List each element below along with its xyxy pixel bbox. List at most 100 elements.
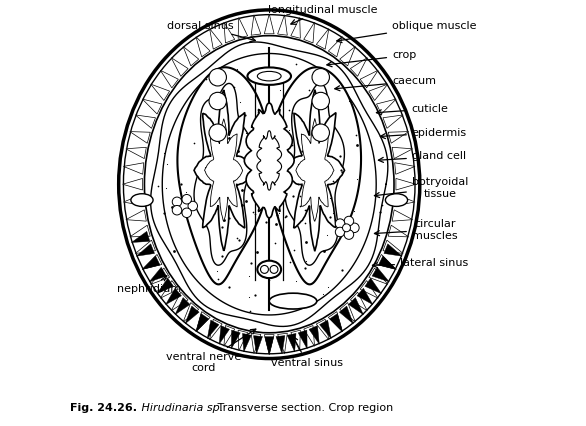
Polygon shape [124,194,144,206]
Polygon shape [131,231,150,242]
Polygon shape [224,22,235,43]
Polygon shape [207,320,219,339]
Polygon shape [183,302,199,322]
Polygon shape [166,288,182,305]
Ellipse shape [270,265,278,273]
Polygon shape [196,37,210,57]
Ellipse shape [344,216,354,226]
Polygon shape [328,311,343,332]
Polygon shape [388,132,408,143]
Text: nephridium: nephridium [117,276,181,294]
Polygon shape [268,67,361,285]
Polygon shape [360,281,378,298]
Polygon shape [360,70,378,88]
Ellipse shape [350,223,359,233]
Polygon shape [316,320,329,340]
Polygon shape [330,314,343,332]
Polygon shape [257,131,282,190]
Ellipse shape [312,69,329,86]
Polygon shape [278,15,287,35]
Ellipse shape [257,72,281,81]
Polygon shape [339,306,353,324]
Polygon shape [291,17,301,38]
Polygon shape [185,306,199,324]
Ellipse shape [386,194,408,207]
Text: ventral nerve
cord: ventral nerve cord [166,329,256,373]
Polygon shape [383,115,403,128]
Polygon shape [291,330,301,351]
Polygon shape [384,244,402,256]
Polygon shape [196,314,209,332]
Ellipse shape [124,14,415,354]
Polygon shape [161,281,178,298]
Polygon shape [157,278,173,294]
Text: ventral sinus: ventral sinus [271,337,343,368]
Ellipse shape [172,205,182,215]
Ellipse shape [261,265,268,273]
Polygon shape [285,83,345,265]
Polygon shape [340,302,355,322]
Polygon shape [264,14,274,34]
Polygon shape [142,254,162,269]
Polygon shape [224,325,235,346]
Ellipse shape [182,195,192,204]
Polygon shape [388,225,408,237]
Text: Hirudinaria sp.: Hirudinaria sp. [138,403,223,413]
Polygon shape [126,210,146,221]
Polygon shape [377,99,396,114]
Polygon shape [264,335,274,354]
Polygon shape [396,178,416,190]
Polygon shape [219,325,230,344]
Ellipse shape [182,208,192,218]
Ellipse shape [175,199,193,213]
Polygon shape [205,119,243,222]
Polygon shape [124,163,144,174]
Polygon shape [171,292,188,311]
Polygon shape [210,320,222,340]
Polygon shape [350,292,367,311]
Polygon shape [379,256,396,269]
Polygon shape [316,29,329,49]
Polygon shape [287,334,296,352]
Polygon shape [357,288,373,305]
Polygon shape [151,84,169,101]
Polygon shape [126,147,146,158]
Polygon shape [171,58,188,76]
Polygon shape [369,84,388,101]
Polygon shape [254,336,263,354]
Text: circular
muscles: circular muscles [374,219,458,241]
Text: dorsal sinus: dorsal sinus [166,21,255,42]
Polygon shape [392,147,413,158]
Ellipse shape [312,92,329,110]
Polygon shape [319,320,331,339]
Ellipse shape [344,230,354,239]
Polygon shape [151,268,169,285]
Ellipse shape [269,293,317,309]
Polygon shape [137,244,155,256]
Polygon shape [328,37,343,57]
Polygon shape [183,46,199,66]
Polygon shape [142,99,162,114]
Polygon shape [349,298,363,315]
Ellipse shape [119,10,420,359]
Polygon shape [175,298,190,315]
Ellipse shape [209,69,226,86]
Polygon shape [395,163,415,174]
Polygon shape [130,132,150,143]
Polygon shape [243,334,251,352]
Polygon shape [251,333,261,354]
Polygon shape [238,17,248,38]
Polygon shape [372,267,389,282]
Polygon shape [298,330,307,349]
Ellipse shape [144,36,394,333]
Ellipse shape [209,92,226,110]
Polygon shape [244,103,294,218]
Polygon shape [304,22,315,43]
Ellipse shape [131,194,153,207]
Polygon shape [135,240,155,253]
Text: longitudinal muscle: longitudinal muscle [268,5,377,24]
Ellipse shape [257,261,281,278]
Polygon shape [383,240,403,253]
Polygon shape [194,83,253,265]
Polygon shape [340,46,355,66]
